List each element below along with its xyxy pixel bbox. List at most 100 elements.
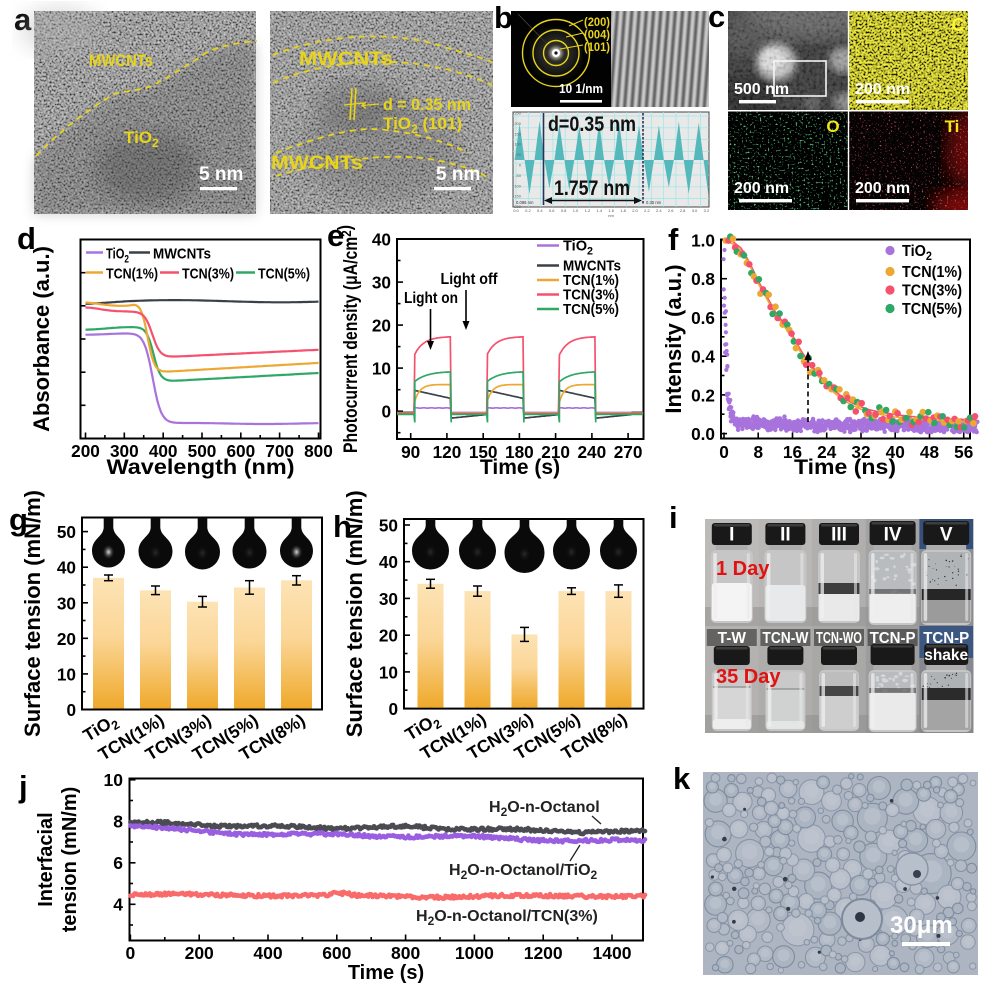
svg-text:50: 50 [517, 152, 522, 157]
svg-text:10: 10 [104, 770, 124, 790]
svg-text:0: 0 [519, 163, 522, 168]
svg-text:250: 250 [514, 111, 521, 116]
svg-text:0.35 nm: 0.35 nm [646, 200, 662, 205]
svg-text:200 nm: 200 nm [855, 81, 910, 98]
svg-text:IV: IV [884, 525, 902, 546]
svg-text:Interfacial: Interfacial [35, 812, 57, 906]
svg-text:1.2: 1.2 [585, 208, 591, 213]
svg-text:0.2: 0.2 [525, 208, 531, 213]
svg-text:TiO2: TiO2 [902, 243, 932, 263]
svg-text:0: 0 [126, 943, 136, 963]
svg-text:5 nm: 5 nm [436, 164, 480, 185]
svg-text:-150: -150 [513, 194, 522, 199]
svg-text:1.6: 1.6 [608, 208, 614, 213]
svg-text:35 Day: 35 Day [716, 666, 781, 688]
svg-text:0.6: 0.6 [549, 208, 555, 213]
svg-text:30: 30 [372, 273, 391, 293]
svg-text:d=0.35 nm: d=0.35 nm [548, 113, 636, 136]
svg-text:2.6: 2.6 [668, 208, 674, 213]
svg-text:H2O-n-Octanol/TCN(3%): H2O-n-Octanol/TCN(3%) [416, 908, 598, 928]
svg-text:3.2: 3.2 [704, 208, 710, 213]
svg-text:0.0: 0.0 [691, 424, 715, 444]
svg-text:600: 600 [226, 441, 255, 461]
svg-text:240: 240 [578, 442, 607, 462]
svg-text:20: 20 [379, 626, 398, 646]
svg-text:1.0: 1.0 [691, 231, 715, 251]
svg-text:1.8: 1.8 [620, 208, 626, 213]
svg-text:0.8: 0.8 [561, 208, 567, 213]
svg-text:400: 400 [149, 441, 178, 461]
svg-text:500 nm: 500 nm [734, 81, 789, 98]
svg-text:30: 30 [57, 593, 76, 613]
svg-text:shake: shake [924, 647, 968, 664]
svg-text:TCN(1%): TCN(1%) [106, 266, 158, 283]
svg-text:30μm: 30μm [890, 912, 953, 939]
svg-text:300: 300 [110, 441, 139, 461]
svg-text:10: 10 [57, 664, 76, 684]
svg-text:-200: -200 [513, 204, 522, 209]
svg-text:III: III [831, 525, 847, 546]
svg-text:24: 24 [817, 442, 837, 462]
svg-text:Surface tension (mN/m): Surface tension (mN/m) [342, 490, 367, 737]
svg-text:T-W: T-W [718, 630, 747, 647]
svg-text:k: k [673, 761, 691, 796]
svg-text:400: 400 [253, 943, 282, 963]
svg-text:4: 4 [113, 894, 123, 914]
svg-text:20: 20 [57, 629, 76, 649]
svg-text:Intensity (a.u.): Intensity (a.u.) [661, 264, 686, 413]
svg-text:700: 700 [265, 441, 294, 461]
svg-text:tension (mN/m): tension (mN/m) [59, 787, 81, 933]
svg-text:1.0: 1.0 [573, 208, 579, 213]
svg-text:C: C [952, 15, 965, 35]
svg-text:5 nm: 5 nm [199, 164, 243, 185]
svg-text:TCN(1%): TCN(1%) [563, 272, 619, 289]
svg-text:0: 0 [381, 402, 391, 422]
svg-text:e: e [327, 218, 344, 253]
svg-text:TCN-WO: TCN-WO [816, 630, 862, 647]
svg-text:100: 100 [514, 142, 521, 147]
svg-text:8: 8 [753, 442, 763, 462]
svg-text:Time (s): Time (s) [348, 962, 424, 984]
svg-text:1000: 1000 [455, 943, 494, 963]
svg-text:40: 40 [57, 558, 76, 578]
svg-text:120: 120 [433, 442, 462, 462]
svg-text:(200): (200) [584, 15, 610, 29]
svg-text:8: 8 [113, 811, 123, 831]
svg-text:50: 50 [379, 516, 398, 536]
svg-text:1200: 1200 [524, 943, 563, 963]
svg-text:1.4: 1.4 [597, 208, 603, 213]
svg-text:c: c [708, 0, 725, 34]
svg-text:3.0: 3.0 [692, 208, 698, 213]
svg-text:500: 500 [188, 441, 217, 461]
svg-text:d: d [17, 221, 36, 256]
svg-text:TiO2 (101): TiO2 (101) [383, 114, 462, 136]
svg-text:90: 90 [401, 442, 420, 462]
svg-text:2.0: 2.0 [632, 208, 638, 213]
svg-text:1 Day: 1 Day [716, 558, 770, 580]
svg-text:10: 10 [372, 359, 391, 379]
svg-text:56: 56 [954, 442, 973, 462]
svg-text:H2O-n-Octanol/TiO2: H2O-n-Octanol/TiO2 [449, 862, 598, 882]
svg-text:20: 20 [372, 316, 391, 336]
svg-text:Time (s): Time (s) [480, 456, 560, 479]
svg-text:TCN(3%): TCN(3%) [182, 266, 234, 283]
svg-text:Absorbance (a.u.): Absorbance (a.u.) [29, 246, 54, 432]
svg-text:2.8: 2.8 [680, 208, 686, 213]
svg-text:0.6: 0.6 [691, 308, 715, 328]
svg-text:800: 800 [304, 441, 333, 461]
svg-text:Light off: Light off [441, 271, 499, 288]
svg-text:150: 150 [469, 442, 498, 462]
svg-text:-100: -100 [513, 183, 522, 188]
svg-text:Ti: Ti [945, 117, 960, 136]
svg-text:TCN(3%): TCN(3%) [902, 283, 962, 300]
svg-text:0: 0 [388, 699, 398, 719]
svg-text:TCN-P: TCN-P [923, 630, 969, 647]
svg-text:TCN(1%): TCN(1%) [902, 264, 962, 281]
svg-text:1.757 nm: 1.757 nm [554, 177, 630, 200]
svg-text:i: i [669, 500, 678, 535]
svg-text:b: b [494, 0, 513, 35]
svg-text:48: 48 [920, 442, 940, 462]
svg-text:(101): (101) [584, 40, 610, 54]
svg-text:10: 10 [379, 662, 398, 682]
svg-text:0: 0 [719, 442, 729, 462]
